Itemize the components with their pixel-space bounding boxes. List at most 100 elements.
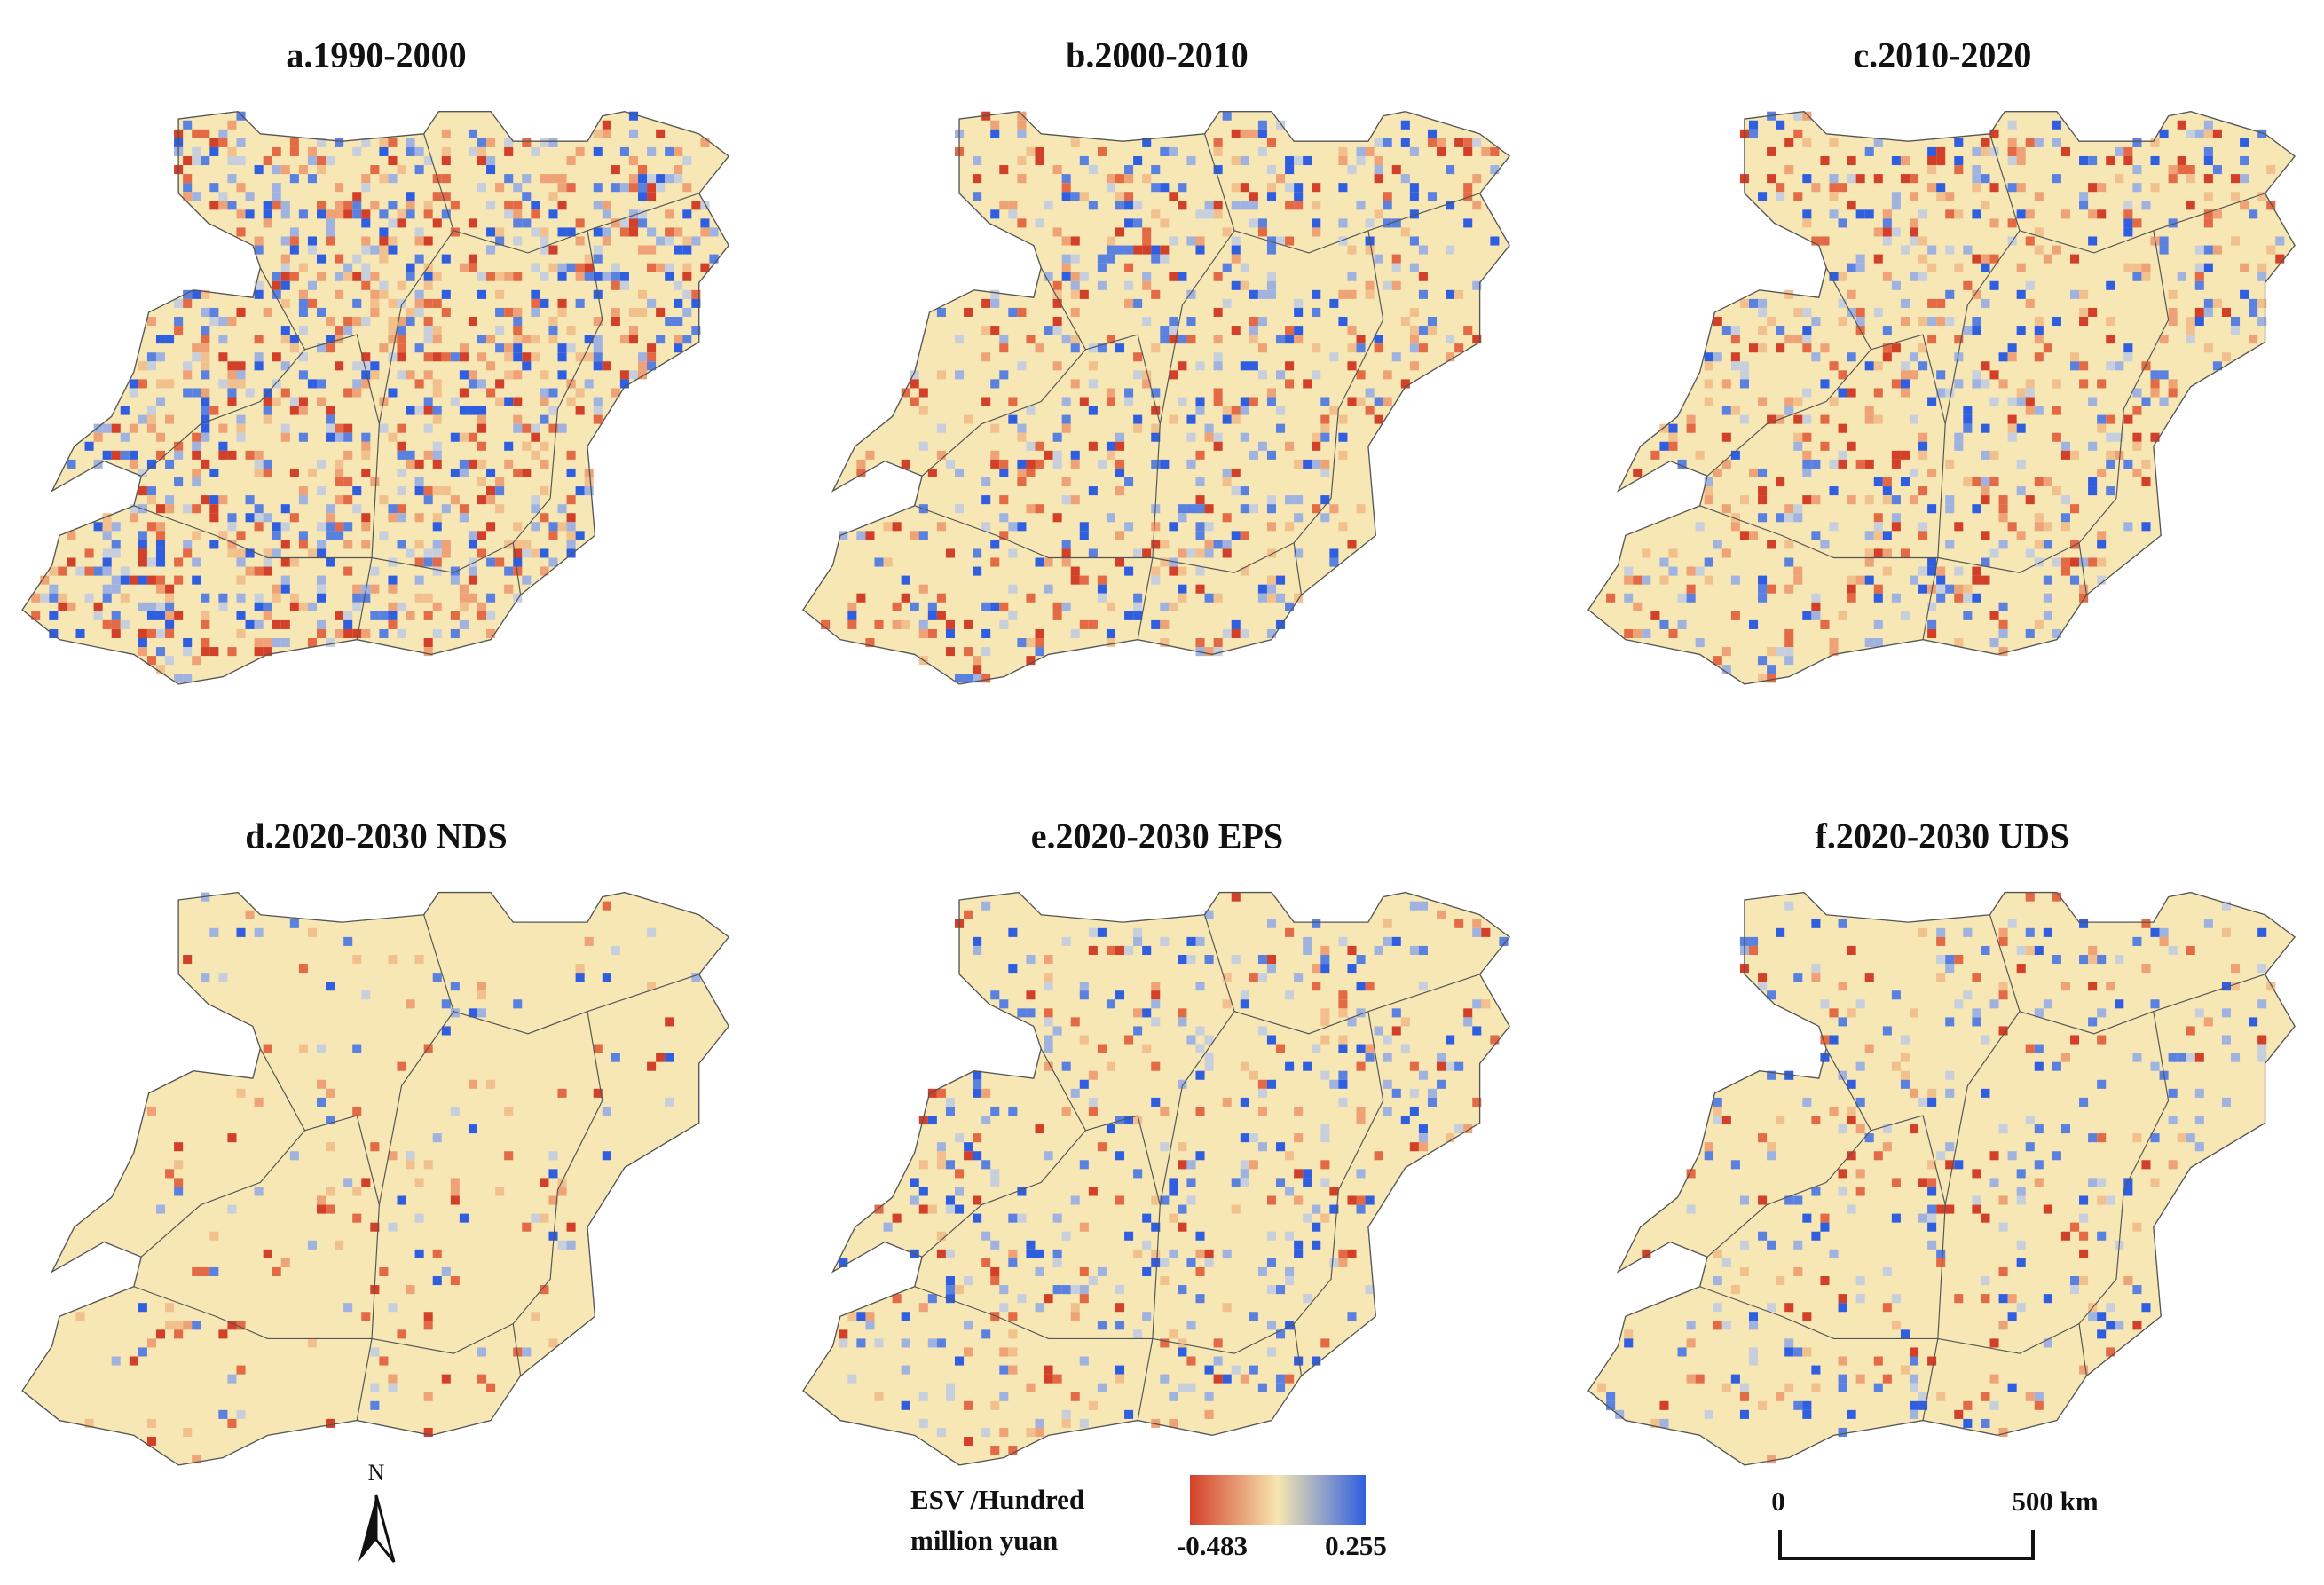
grid-cell [1418, 1070, 1428, 1080]
grid-cell [432, 602, 442, 611]
grid-cell [936, 1160, 946, 1170]
grid-cell [2159, 245, 2169, 255]
grid-cell [1891, 1294, 1901, 1304]
grid-cell [910, 531, 919, 540]
grid-cell [1855, 1061, 1865, 1071]
grid-cell [307, 548, 317, 558]
grid-cell [280, 423, 290, 433]
grid-cell [298, 531, 308, 540]
grid-cell [298, 397, 308, 406]
grid-cell [2141, 1160, 2151, 1170]
grid-cell [379, 254, 389, 264]
grid-cell [865, 638, 875, 648]
grid-cell [1312, 982, 1321, 991]
grid-cell [954, 674, 965, 683]
grid-cell [227, 146, 237, 156]
grid-cell [423, 1312, 433, 1321]
grid-cell [2079, 201, 2089, 210]
grid-cell [1320, 1124, 1330, 1134]
grid-cell [2203, 218, 2213, 228]
grid-cell [2186, 326, 2195, 335]
grid-cell [1365, 245, 1375, 255]
grid-cell [272, 531, 281, 540]
grid-cell [2034, 522, 2044, 532]
grid-cell [2141, 1303, 2151, 1313]
grid-cell [628, 326, 639, 335]
grid-cell [307, 638, 317, 648]
grid-cell [1409, 236, 1419, 246]
grid-cell [432, 557, 442, 567]
grid-cell [388, 388, 398, 398]
grid-cell [1838, 1427, 1847, 1438]
grid-cell [1079, 397, 1089, 406]
grid-cell [1758, 584, 1768, 594]
grid-cell [1793, 575, 1803, 585]
grid-cell [280, 263, 290, 272]
grid-cell [531, 201, 540, 210]
grid-cell [2150, 1061, 2160, 1071]
grid-cell [1383, 280, 1392, 290]
legend: ESV /Hundred million yuan -0.483 0.255 [910, 1475, 1387, 1561]
grid-cell [468, 566, 477, 576]
grid-cell [1079, 1285, 1089, 1295]
grid-cell [245, 388, 255, 398]
grid-cell [981, 495, 991, 505]
grid-cell [2088, 307, 2098, 317]
grid-cell [1767, 665, 1776, 674]
grid-cell [1713, 316, 1722, 327]
map-panel [21, 891, 730, 1466]
grid-cell [1847, 1116, 1856, 1125]
grid-cell [2079, 1276, 2089, 1286]
grid-cell [593, 1044, 603, 1053]
grid-cell [146, 611, 156, 620]
grid-cell [973, 566, 982, 576]
grid-cell [280, 280, 290, 290]
province-border [1944, 914, 2021, 1205]
grid-cell [370, 370, 380, 380]
grid-cell [847, 619, 857, 629]
grid-cell [183, 540, 193, 549]
grid-cell [1178, 954, 1187, 965]
grid-cell [361, 263, 371, 272]
province-border [1233, 193, 1480, 254]
grid-cell [326, 227, 335, 237]
grid-cell [1142, 236, 1152, 246]
grid-cell [1758, 468, 1768, 477]
grid-cell [209, 540, 219, 549]
grid-cell [557, 1187, 567, 1196]
grid-cell [1303, 1213, 1312, 1223]
grid-cell [102, 557, 112, 567]
grid-cell [450, 1187, 460, 1196]
grid-cell [343, 316, 353, 327]
grid-cell [674, 316, 683, 327]
grid-cell [954, 468, 965, 477]
grid-cell [1257, 584, 1267, 594]
grid-cell [379, 423, 389, 433]
grid-cell [1704, 495, 1713, 505]
grid-cell [1713, 656, 1722, 666]
grid-cell [1356, 1195, 1366, 1205]
grid-cell [1186, 459, 1196, 469]
grid-cell [307, 155, 317, 166]
grid-cell [1338, 1249, 1348, 1258]
grid-cell [1115, 201, 1125, 210]
grid-cell [370, 477, 380, 487]
grid-cell [192, 468, 201, 477]
grid-cell [936, 370, 946, 380]
grid-cell [665, 316, 674, 327]
grid-cell [2069, 450, 2080, 460]
grid-cell [1739, 495, 1749, 505]
grid-cell [1329, 557, 1339, 567]
grid-cell [459, 388, 469, 398]
grid-cell [2231, 964, 2241, 974]
grid-cell [165, 414, 175, 424]
grid-cell [1240, 280, 1249, 290]
grid-cell [111, 548, 121, 558]
grid-cell [945, 1285, 955, 1295]
grid-cell [1329, 548, 1339, 558]
grid-cell [1954, 138, 1964, 147]
grid-cell [981, 628, 991, 639]
grid-cell [138, 575, 147, 585]
grid-cell [1972, 1169, 1981, 1179]
grid-cell [423, 1044, 433, 1053]
